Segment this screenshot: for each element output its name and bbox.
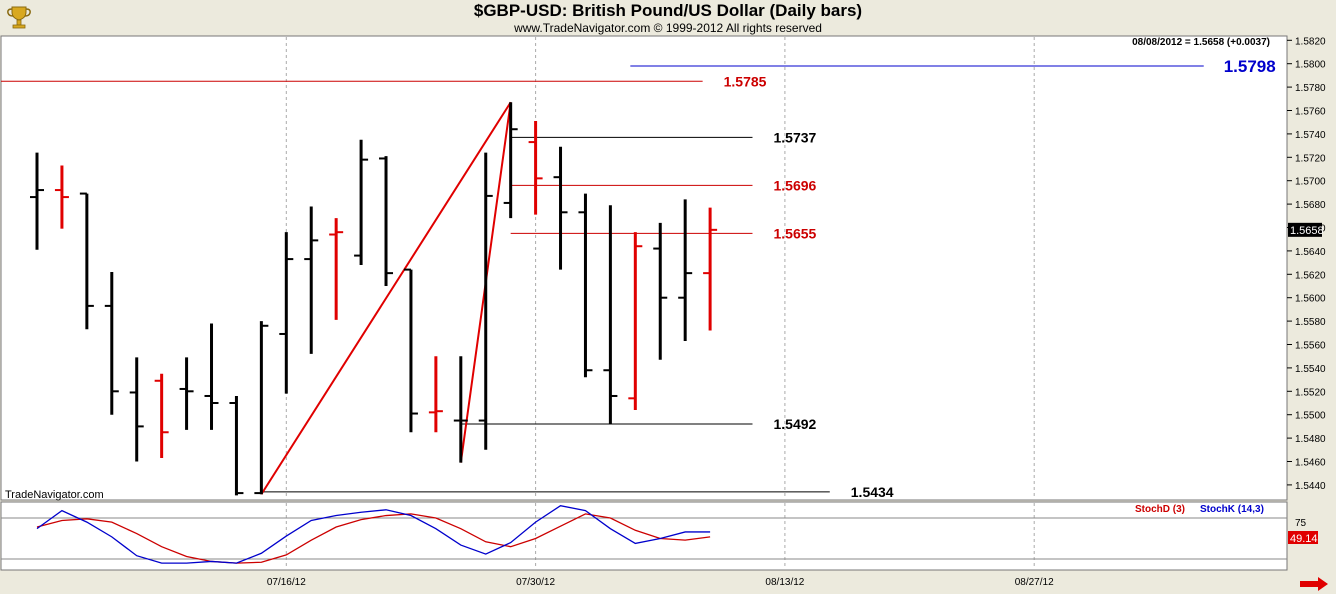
ohlc-bar	[204, 323, 219, 430]
stochastic-lines	[36, 505, 711, 564]
y-tick-label: 1.5480	[1295, 434, 1326, 445]
y-tick-label: 1.5760	[1295, 107, 1326, 118]
last-price-tag	[1288, 222, 1322, 237]
ohlc-bar	[528, 121, 543, 215]
ohlc-bar	[30, 152, 44, 250]
legend-stochk: StochK (14,3)	[1200, 504, 1264, 515]
y-tick-label: 1.5780	[1295, 83, 1326, 94]
price-panel	[0, 35, 1288, 501]
ohlc-bar	[478, 152, 493, 450]
vertical-gridlines	[1, 37, 1287, 569]
chart-title: $GBP-USD: British Pound/US Dollar (Daily…	[473, 1, 863, 20]
stoch-value-tag	[1288, 531, 1318, 544]
ohlc-bar	[279, 232, 294, 394]
y-tick-label: 1.5700	[1295, 177, 1326, 188]
y-tick-label: 1.5740	[1295, 130, 1326, 141]
watermark: TradeNavigator.com	[5, 489, 104, 501]
ohlc-bar	[104, 271, 119, 415]
ohlc-bar	[428, 356, 443, 433]
ohlc-bar	[254, 321, 269, 495]
ohlc-bar	[453, 356, 468, 463]
y-tick-label: 1.5560	[1295, 341, 1326, 352]
ohlc-bar	[304, 206, 319, 354]
ohlc-bar	[403, 268, 418, 433]
ohlc-bar	[503, 102, 518, 219]
level-label: 1.5737	[773, 129, 816, 145]
ohlc-bar	[553, 146, 568, 270]
ohlc-bar	[578, 193, 593, 378]
ohlc-bar	[79, 192, 94, 330]
stoch-series-line	[36, 513, 711, 564]
quote-readout: 08/08/2012 = 1.5658 (+0.0037)	[1132, 37, 1270, 48]
stoch-value-label: 49.14	[1290, 533, 1318, 545]
level-label: 1.5434	[851, 484, 894, 500]
y-tick-label: 1.5580	[1295, 317, 1326, 328]
ohlc-bar	[179, 357, 194, 430]
y-tick-label: 1.5820	[1295, 36, 1326, 47]
y-tick-label: 1.5540	[1295, 364, 1326, 375]
ohlc-bar	[54, 165, 69, 229]
stoch-tick-75: 75	[1295, 518, 1307, 529]
scroll-right-arrow-icon[interactable]	[1300, 577, 1328, 591]
y-axis: 1.5820 1.5800 1.5780 1.5760 1.5740 1.5720 1.57…	[1287, 36, 1326, 492]
x-tick-label: 07/30/12	[516, 577, 555, 588]
y-tick-label: 1.5440	[1295, 481, 1326, 492]
level-label: 1.5696	[773, 177, 816, 193]
y-tick-label: 1.5640	[1295, 247, 1326, 258]
ohlc-bar	[154, 373, 169, 458]
x-tick-label: 07/16/12	[267, 577, 306, 588]
x-tick-label: 08/27/12	[1015, 577, 1054, 588]
y-tick-label: 1.5520	[1295, 387, 1326, 398]
stoch-series-line	[36, 505, 711, 564]
ohlc-bar	[703, 207, 718, 331]
ohlc-bar	[603, 205, 618, 425]
chart-header: $GBP-USD: British Pound/US Dollar (Daily…	[0, 0, 1336, 36]
y-tick-label: 1.5680	[1295, 200, 1326, 211]
x-tick-label: 08/13/12	[765, 577, 804, 588]
stoch-panel	[0, 501, 1288, 571]
trophy-icon	[6, 4, 32, 35]
x-axis: 07/16/12 07/30/12 08/13/12 08/27/12	[267, 577, 1054, 588]
chart-subtitle: www.TradeNavigator.com © 1999-2012 All r…	[514, 21, 822, 35]
y-tick-label: 1.5460	[1295, 458, 1326, 469]
legend-stochd: StochD (3)	[1135, 504, 1185, 515]
y-tick-label: 1.5500	[1295, 411, 1326, 422]
level-label: 1.5492	[773, 416, 816, 432]
level-label: 1.5785	[724, 73, 767, 89]
ohlc-bar	[329, 218, 344, 320]
ohlc-bars	[30, 102, 718, 496]
y-tick-label: 1.5620	[1295, 270, 1326, 281]
ohlc-bar	[678, 199, 693, 341]
ohlc-bar	[379, 156, 394, 286]
ohlc-bar	[354, 139, 369, 265]
ohlc-bar	[229, 395, 244, 496]
level-label: 1.5655	[773, 225, 816, 241]
level-label: 1.5798	[1224, 57, 1276, 76]
last-price-label: 1.5658	[1290, 225, 1324, 237]
y-tick-label: 1.5800	[1295, 60, 1326, 71]
price-levels: 1.5785 1.5798 1.5737 1.5696 1.5655 1.5492 1.54…	[1, 57, 1276, 500]
ohlc-bar	[129, 357, 144, 462]
y-tick-label: 1.5600	[1295, 294, 1326, 305]
y-tick-label: 1.5720	[1295, 153, 1326, 164]
ohlc-bar	[628, 232, 643, 411]
ohlc-bar	[653, 222, 668, 360]
